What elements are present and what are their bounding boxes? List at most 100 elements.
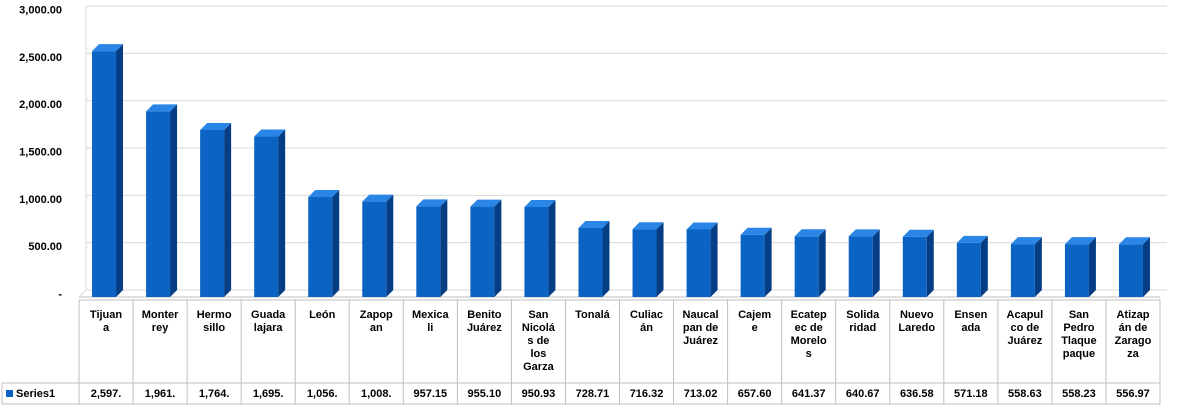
bar: [578, 221, 610, 297]
bar-side: [440, 199, 448, 297]
y-tick-label: 3,000.00: [19, 5, 62, 17]
category-label: Cajem e: [738, 309, 771, 334]
bar-side: [116, 44, 124, 297]
bar: [92, 44, 124, 297]
bar: [200, 123, 232, 298]
data-label: 1,695.: [253, 388, 284, 400]
bar: [362, 194, 394, 297]
category-label: Mexica li: [412, 309, 450, 334]
bar-top: [470, 199, 502, 207]
category-label: Ecatep ec de Morelo s: [791, 309, 827, 360]
data-label: 716.32: [630, 388, 664, 400]
bar-top: [524, 199, 556, 207]
bar-front: [740, 234, 765, 297]
bar-front: [794, 236, 819, 297]
bar-top: [632, 222, 664, 230]
bar-top: [254, 129, 286, 137]
bars: [92, 44, 1150, 298]
data-label: 641.37: [792, 388, 826, 400]
bar-side: [980, 235, 988, 297]
data-table: Tijuan a Monter rey Hermo sillo Guada lajara Leó…: [1, 299, 1161, 405]
bar: [848, 229, 880, 297]
bar: [956, 235, 988, 297]
bar: [794, 229, 826, 297]
bar-front: [956, 242, 981, 297]
bar-side: [710, 222, 718, 297]
category-label: Naucal pan de Juárez: [683, 309, 719, 347]
bar-front: [686, 229, 711, 297]
bar-side: [278, 129, 286, 297]
category-label: Atizap án de Zarago za: [1115, 309, 1152, 360]
bar: [524, 199, 556, 297]
y-tick-label: -: [58, 289, 62, 301]
category-label: Guada lajara: [251, 309, 286, 334]
category-label: Tonalá: [575, 309, 611, 321]
bar: [1064, 237, 1096, 297]
bar-top: [956, 235, 988, 243]
data-label: 1,008.: [361, 388, 392, 400]
bar-side: [1142, 237, 1150, 297]
category-label: Solida ridad: [846, 309, 880, 334]
data-label: 571.18: [954, 388, 988, 400]
bar-front: [308, 197, 333, 297]
bar-side: [494, 199, 502, 297]
category-label: Acapul co de Juárez: [1007, 309, 1044, 347]
data-label: 657.60: [738, 388, 772, 400]
category-label: León: [309, 309, 336, 321]
bar-side: [224, 123, 232, 298]
bar-front: [470, 206, 495, 297]
bar-front: [254, 136, 279, 297]
y-axis: - 500.00 1,000.00 1,500.00 2,000.00 2,500.00 3…: [19, 5, 62, 301]
bar-side: [548, 199, 556, 297]
bar: [1118, 237, 1150, 297]
bar-top: [740, 227, 772, 235]
floor-edge: [78, 289, 87, 298]
bar-front: [578, 228, 603, 297]
bar-front: [1010, 244, 1035, 297]
bar-top: [92, 44, 124, 52]
data-label: 955.10: [468, 388, 502, 400]
data-label: 1,764.: [199, 388, 230, 400]
bar-side: [926, 229, 934, 297]
bar: [902, 229, 934, 297]
bar-front: [632, 229, 657, 297]
bar-front: [524, 206, 549, 297]
bar-side: [602, 221, 610, 297]
bar-front: [200, 130, 225, 297]
bar-side: [818, 229, 826, 297]
y-tick-label: 2,500.00: [19, 52, 62, 64]
bar-top: [416, 199, 448, 207]
data-label: 728.71: [576, 388, 610, 400]
y-tick-label: 500.00: [28, 241, 62, 253]
bar: [308, 190, 340, 297]
data-label: 1,056.: [307, 388, 338, 400]
bar-front: [362, 201, 387, 297]
category-label: San Nicolá s de los Garza: [522, 309, 556, 373]
bar-front: [92, 51, 117, 297]
bar-side: [1088, 237, 1096, 297]
bar-top: [794, 229, 826, 237]
bar-top: [308, 190, 340, 198]
bar-front: [146, 111, 171, 297]
legend-swatch: [6, 390, 13, 397]
bar-side: [656, 222, 664, 297]
bar-side: [332, 190, 340, 297]
y-tick-label: 1,500.00: [19, 147, 62, 159]
gridlines: [78, 5, 1167, 298]
bar-top: [200, 123, 232, 131]
bar-side: [764, 227, 772, 297]
y-tick-label: 1,000.00: [19, 194, 62, 206]
bar-top: [362, 194, 394, 202]
data-label: 556.97: [1116, 388, 1150, 400]
bar-side: [1034, 237, 1042, 297]
category-label: Hermo sillo: [197, 309, 232, 334]
bar-top: [578, 221, 610, 229]
category-label: Culiac án: [630, 309, 663, 334]
legend-series-name: Series1: [16, 388, 55, 400]
data-label: 636.58: [900, 388, 934, 400]
bar: [686, 222, 718, 297]
bar: [254, 129, 286, 297]
category-label: Zapop an: [360, 309, 393, 334]
data-label: 558.63: [1008, 388, 1042, 400]
